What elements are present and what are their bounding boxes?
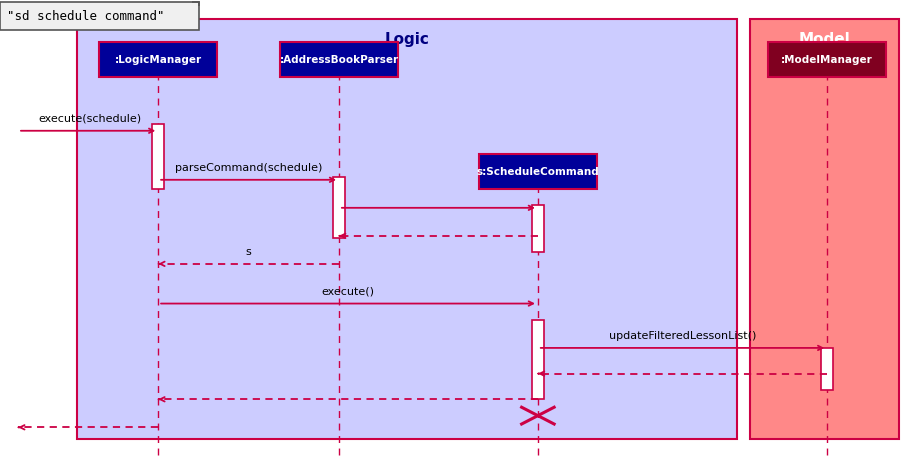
FancyBboxPatch shape bbox=[531, 205, 544, 252]
FancyBboxPatch shape bbox=[77, 19, 736, 439]
FancyBboxPatch shape bbox=[749, 19, 898, 439]
FancyBboxPatch shape bbox=[99, 42, 217, 77]
Text: parseCommand(schedule): parseCommand(schedule) bbox=[174, 163, 322, 173]
FancyBboxPatch shape bbox=[0, 2, 199, 30]
Text: Logic: Logic bbox=[384, 32, 429, 47]
Text: Model: Model bbox=[798, 32, 850, 47]
Text: updateFilteredLessonList(): updateFilteredLessonList() bbox=[608, 331, 756, 341]
FancyBboxPatch shape bbox=[479, 154, 596, 189]
Text: :LogicManager: :LogicManager bbox=[115, 55, 201, 64]
Text: "sd schedule command": "sd schedule command" bbox=[7, 10, 164, 23]
FancyBboxPatch shape bbox=[768, 42, 885, 77]
FancyBboxPatch shape bbox=[333, 177, 345, 238]
FancyBboxPatch shape bbox=[531, 320, 544, 399]
Text: :ModelManager: :ModelManager bbox=[780, 55, 872, 64]
FancyBboxPatch shape bbox=[152, 124, 164, 189]
Text: :AddressBookParser: :AddressBookParser bbox=[279, 55, 398, 64]
Text: s: s bbox=[246, 247, 251, 257]
Text: s:ScheduleCommand: s:ScheduleCommand bbox=[476, 167, 599, 177]
FancyBboxPatch shape bbox=[821, 348, 833, 390]
Text: execute(schedule): execute(schedule) bbox=[39, 114, 142, 124]
FancyBboxPatch shape bbox=[280, 42, 397, 77]
Text: execute(): execute() bbox=[321, 287, 374, 297]
